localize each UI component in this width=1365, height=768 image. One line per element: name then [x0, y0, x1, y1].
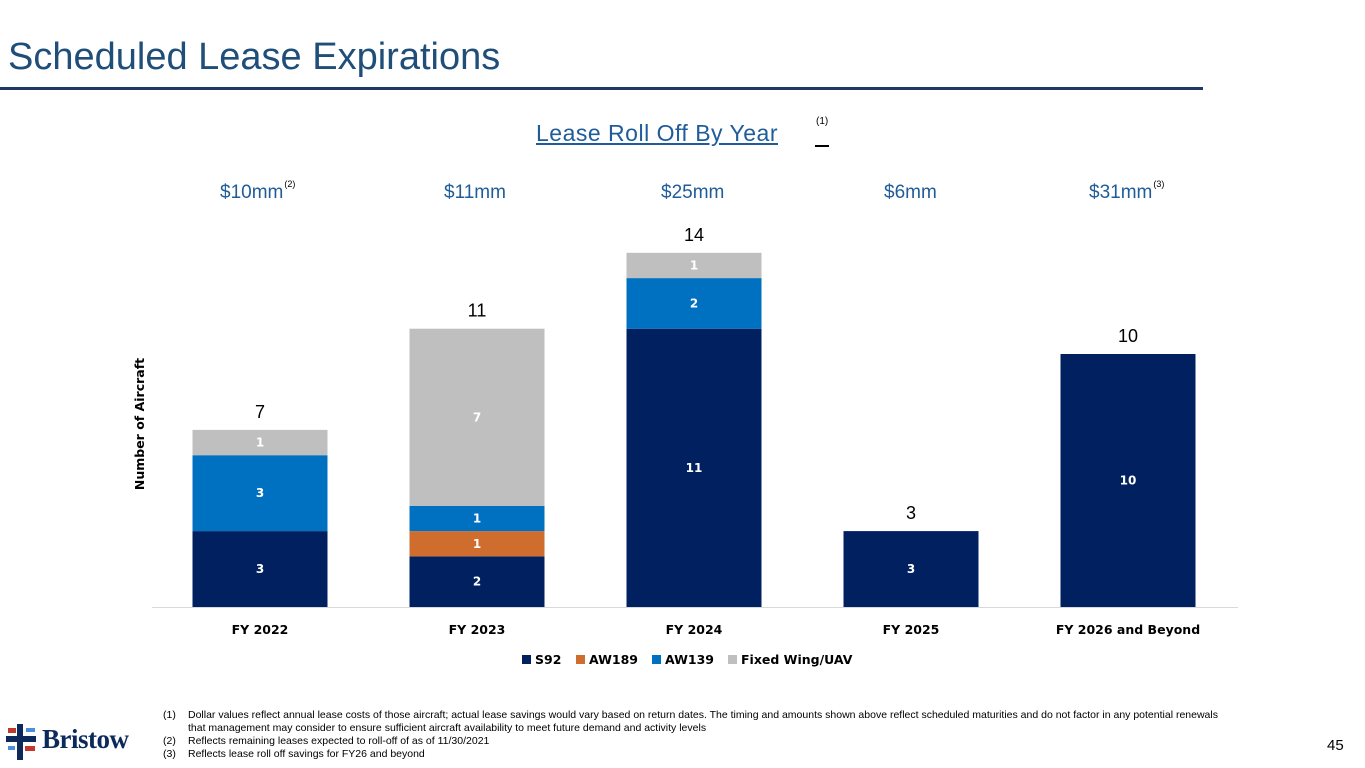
bar-data-label: 11 [686, 461, 703, 475]
legend-swatch [652, 655, 661, 664]
cost-label-fy2024: $25mm [661, 182, 725, 203]
bar-data-label: 3 [256, 562, 264, 576]
bar-data-label: 1 [473, 537, 481, 551]
title-divider [0, 87, 1203, 90]
bar-total-label: 7 [255, 402, 265, 422]
footnote-3: (3) Reflects lease roll off savings for F… [163, 748, 425, 760]
legend-label: Fixed Wing/UAV [741, 652, 853, 667]
cost-label-fy2022: $10mm(2) [220, 179, 296, 203]
bar-data-label: 3 [256, 486, 264, 500]
bar-data-label: 2 [473, 575, 481, 589]
bar-segment [409, 328, 545, 506]
bar-total-label: 11 [468, 301, 487, 321]
x-tick-label: FY 2023 [449, 622, 506, 637]
bar-segment [626, 328, 762, 607]
bar-segment [626, 252, 762, 279]
footnote-2: (2) Reflects remaining leases expected to… [163, 735, 490, 747]
bar-data-label: 1 [256, 436, 264, 450]
chart-heading: Lease Roll Off By Year [536, 120, 778, 146]
bar-data-label: 2 [690, 296, 698, 310]
logo-text: Bristow [42, 724, 129, 754]
bar-total-label: 10 [1118, 326, 1138, 346]
legend-swatch [728, 655, 737, 664]
legend-swatch [576, 655, 585, 664]
bar-total-label: 3 [906, 503, 916, 523]
bar-data-label: 1 [473, 511, 481, 525]
bristow-mark-icon [6, 724, 36, 760]
footnotes: (1) Dollar values reflect annual lease co… [163, 709, 1223, 761]
bar-data-label: 3 [907, 562, 915, 576]
bar-data-label: 1 [690, 258, 698, 272]
heading-underline-mark [815, 145, 829, 147]
bar-total-label: 14 [684, 225, 704, 245]
footnote-1: (1) Dollar values reflect annual lease co… [163, 709, 1218, 734]
x-tick-label: FY 2025 [883, 622, 940, 637]
x-tick-label: FY 2024 [666, 622, 723, 637]
bar-segment [843, 531, 979, 607]
chart-heading-note: (1) [816, 116, 829, 127]
legend-label: S92 [535, 652, 561, 667]
bar-segment [409, 531, 545, 557]
x-tick-label: FY 2022 [232, 622, 289, 637]
legend-swatch [522, 655, 531, 664]
page-title: Scheduled Lease Expirations [8, 36, 501, 78]
bar-segment [626, 278, 762, 329]
bar-data-label: 7 [473, 410, 481, 424]
bar-segment [409, 556, 545, 607]
x-tick-label: FY 2026 and Beyond [1056, 622, 1200, 637]
cost-label-fy2023: $11mm [444, 182, 506, 203]
bar-segment [1060, 354, 1196, 607]
bar-segment [192, 429, 328, 456]
bar-data-label: 10 [1120, 474, 1137, 488]
bar-segment [409, 505, 545, 532]
bar-segment [192, 455, 328, 532]
legend-label: AW139 [665, 652, 714, 667]
bar-segment [192, 531, 328, 607]
cost-label-fy2025: $6mm [884, 182, 937, 203]
page-number: 45 [1327, 737, 1344, 754]
bristow-logo: Bristow [4, 722, 144, 762]
legend-label: AW189 [589, 652, 638, 667]
y-axis-label: Number of Aircraft [132, 358, 147, 490]
cost-label-fy2026: $31mm(3) [1089, 179, 1165, 203]
